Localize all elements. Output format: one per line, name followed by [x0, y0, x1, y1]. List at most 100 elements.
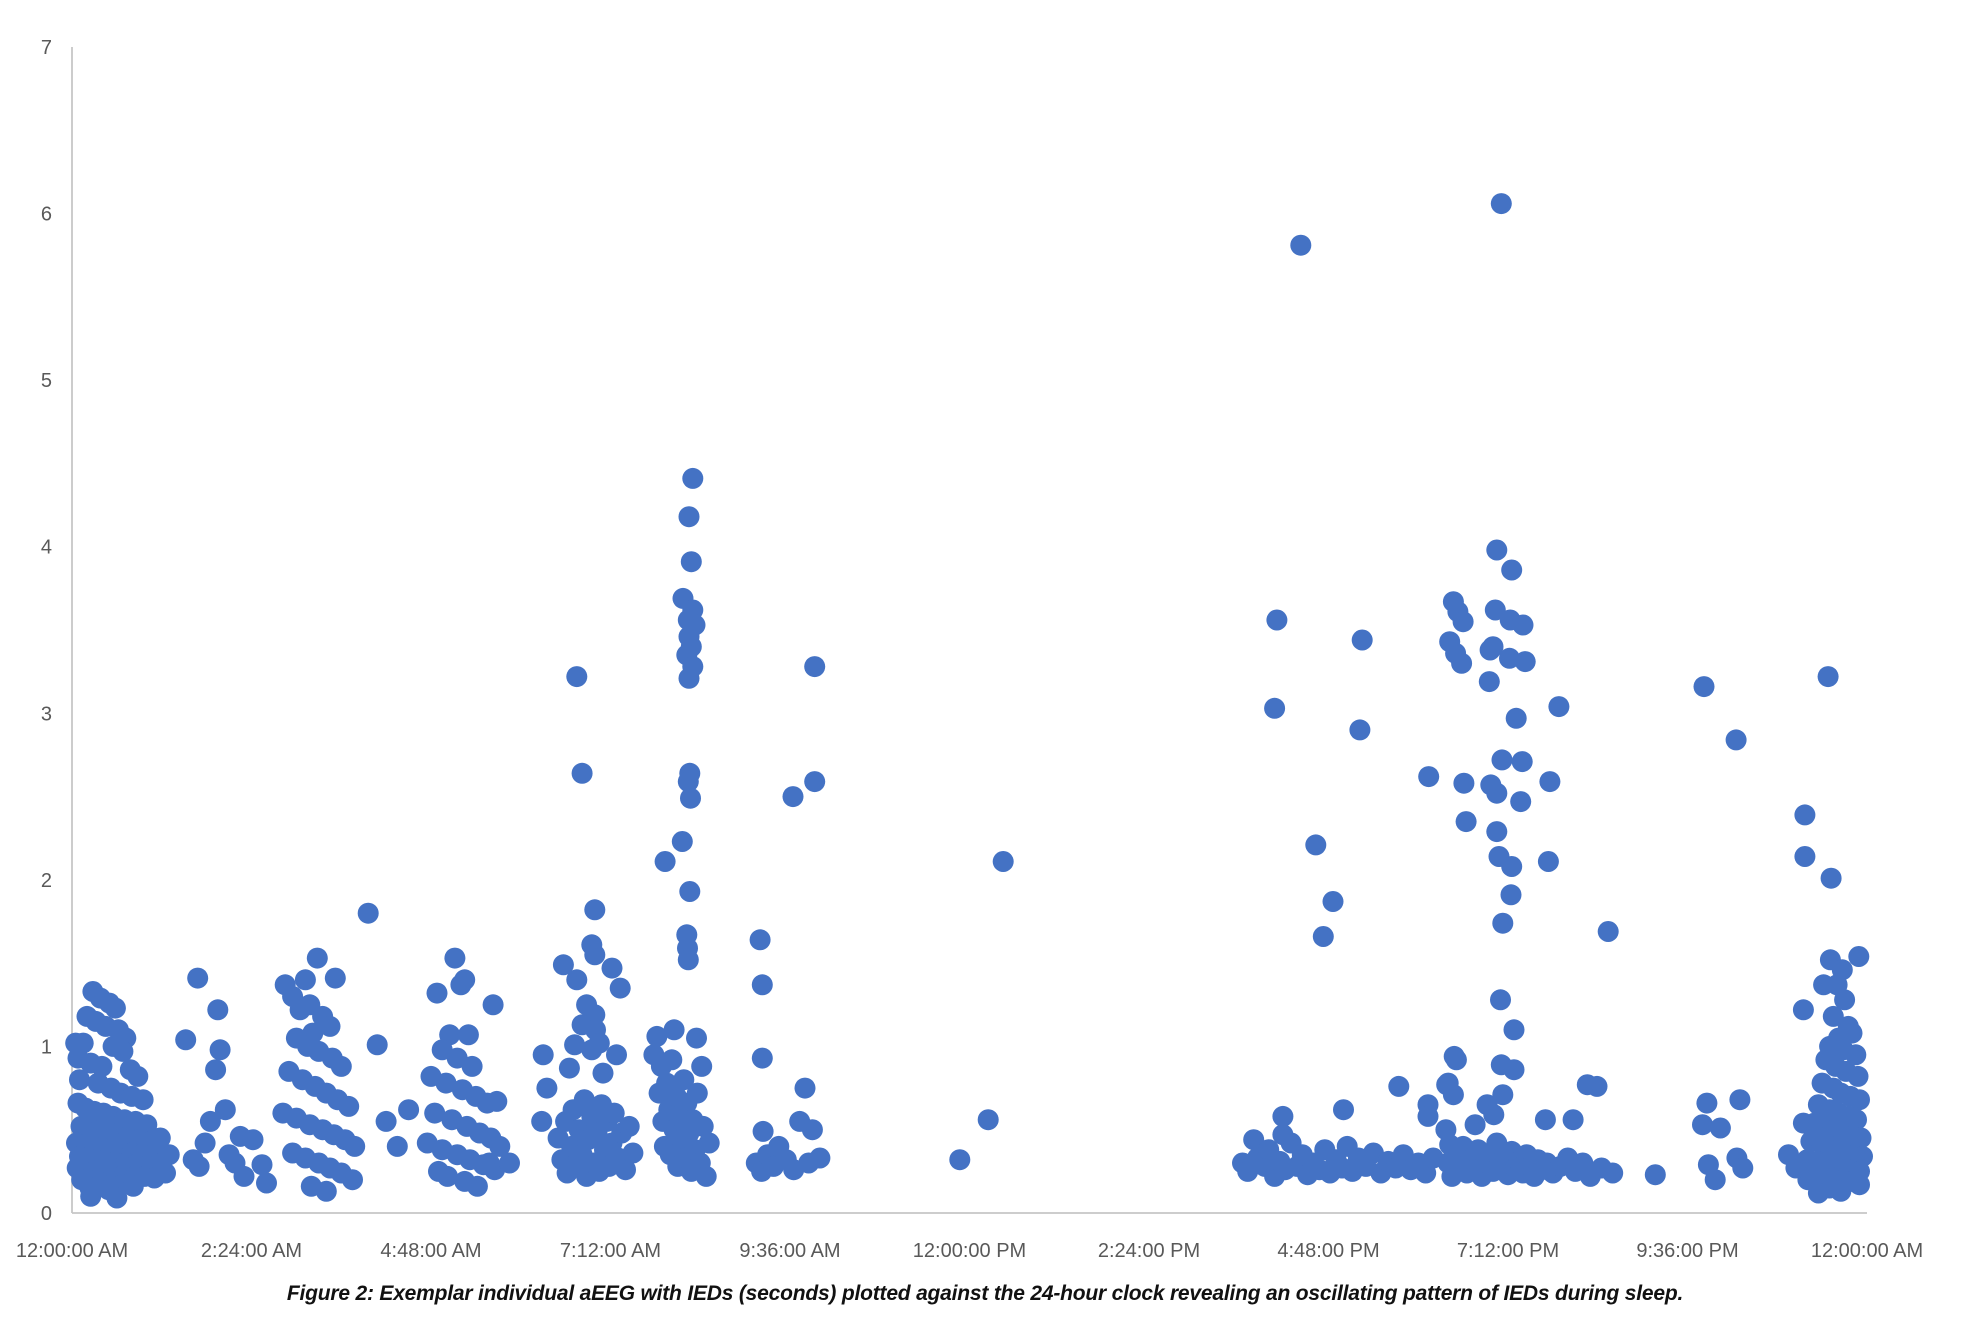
data-point: [424, 1102, 446, 1124]
data-point: [1305, 834, 1327, 856]
x-tick-label: 12:00:00 AM: [16, 1240, 128, 1262]
data-point: [1806, 1125, 1828, 1147]
data-point: [692, 1115, 714, 1137]
data-point: [1486, 782, 1508, 804]
data-point: [566, 969, 588, 991]
data-point: [654, 851, 676, 872]
y-tick-label: 3: [41, 703, 52, 725]
data-point: [1490, 989, 1511, 1011]
data-point: [1333, 1099, 1354, 1121]
data-point: [209, 1039, 231, 1061]
data-point: [1418, 766, 1440, 788]
data-point: [256, 1172, 277, 1194]
data-point: [428, 1160, 449, 1182]
data-point: [242, 1129, 264, 1151]
data-point: [1482, 636, 1504, 658]
data-point: [489, 1135, 511, 1157]
data-point: [188, 1155, 210, 1177]
data-point: [1512, 614, 1534, 636]
data-point: [1486, 821, 1508, 843]
data-point: [678, 506, 700, 528]
data-point: [1848, 946, 1870, 967]
data-point: [609, 977, 631, 999]
data-point: [1785, 1157, 1807, 1179]
data-point: [1846, 1109, 1867, 1131]
data-point: [386, 1135, 408, 1157]
y-tick-label: 0: [41, 1203, 52, 1225]
data-point: [199, 1110, 221, 1132]
data-point: [1849, 1089, 1870, 1111]
data-point: [1483, 1104, 1505, 1126]
data-point: [1388, 1075, 1410, 1097]
data-point: [106, 1187, 128, 1209]
y-tick-label: 2: [41, 870, 52, 892]
data-point: [603, 1102, 625, 1124]
data-point: [306, 947, 328, 969]
data-point: [1511, 751, 1533, 773]
data-point: [1492, 912, 1514, 934]
data-point: [1841, 1022, 1863, 1044]
data-point: [1847, 1065, 1869, 1087]
data-point: [1850, 1127, 1872, 1149]
data-point: [794, 1077, 816, 1099]
data-point: [1453, 772, 1475, 794]
data-point: [122, 1175, 144, 1197]
data-point: [187, 967, 209, 989]
data-point: [330, 1055, 352, 1077]
data-point: [91, 1055, 113, 1077]
data-point: [564, 1034, 586, 1056]
data-point: [949, 1149, 971, 1171]
data-point: [606, 1044, 627, 1066]
data-point: [80, 1185, 102, 1207]
data-point: [1486, 539, 1508, 561]
data-point: [977, 1109, 999, 1131]
data-point: [1490, 193, 1512, 215]
data-point: [1312, 926, 1334, 947]
data-point: [1514, 651, 1536, 673]
data-point: [695, 1165, 717, 1187]
data-point: [155, 1162, 176, 1184]
data-point: [342, 1169, 363, 1191]
scatter-plot-canvas: 0 1 2 3 4 5 6 7 12:00:00 AM 2:24:00 AM 4:48:00 AM 7…: [16, 37, 1923, 1262]
x-tick-label: 12:00:00 PM: [913, 1240, 1026, 1262]
data-point: [357, 902, 379, 924]
data-point: [1693, 676, 1715, 698]
data-point: [132, 1089, 154, 1111]
data-point: [214, 1099, 236, 1121]
data-point: [751, 1047, 773, 1069]
data-point: [1492, 1084, 1514, 1106]
data-point: [158, 1144, 180, 1166]
data-point: [1501, 856, 1523, 877]
data-point: [1534, 1109, 1556, 1131]
data-point: [375, 1110, 397, 1132]
data-point: [622, 1142, 644, 1164]
y-tick-label: 6: [41, 204, 52, 226]
data-point: [680, 551, 702, 573]
data-point: [801, 1119, 823, 1141]
data-point: [571, 762, 593, 784]
data-point: [175, 1029, 197, 1051]
data-point: [233, 1165, 255, 1187]
data-point: [1464, 1114, 1486, 1136]
data-point: [1452, 611, 1474, 633]
data-point: [482, 994, 504, 1016]
data-point: [1732, 1157, 1754, 1179]
data-point: [1505, 707, 1527, 729]
data-point: [558, 1057, 580, 1079]
data-point: [677, 771, 699, 793]
data-point: [1503, 1019, 1525, 1041]
data-point: [1729, 1089, 1751, 1111]
data-point: [782, 786, 804, 808]
data-point: [1792, 1112, 1814, 1134]
data-point: [552, 954, 574, 976]
data-point: [1322, 891, 1344, 912]
data-point: [1709, 1117, 1731, 1139]
data-point: [486, 1090, 508, 1112]
data-point: [1830, 1180, 1852, 1202]
y-tick-label: 5: [41, 370, 52, 392]
data-point: [324, 967, 346, 989]
x-tick-label: 7:12:00 PM: [1457, 1240, 1559, 1262]
data-point: [450, 974, 472, 996]
data-point: [1539, 771, 1561, 793]
data-point: [435, 1072, 457, 1094]
